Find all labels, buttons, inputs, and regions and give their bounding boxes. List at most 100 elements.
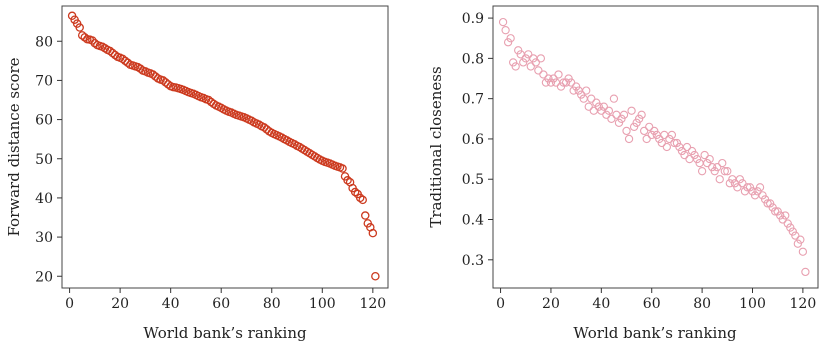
left-data-point [88,36,97,45]
right-data-point [592,98,601,107]
right-data-point [715,175,724,184]
right-data-point [748,187,757,196]
right-data-point [514,46,523,55]
right-data-point [798,247,808,256]
right-data-point [589,106,598,115]
right-data-point [617,114,626,123]
right-y-tick-label: 0.3 [462,253,484,269]
right-data-point [645,122,654,132]
right-data-point [609,94,619,103]
right-data-point [612,110,621,119]
right-data-point [498,17,508,27]
right-y-tick-label: 0.7 [462,92,484,108]
left-x-tick-label: 60 [212,296,230,312]
right-data-point [720,167,729,176]
right-data-point [539,70,548,79]
right-data-point [524,50,533,59]
right-data-point [624,134,634,144]
right-data-point [587,94,596,103]
right-data-point [506,34,515,43]
right-data-point [788,227,797,236]
right-x-tick-label: 40 [592,296,610,312]
right-data-point [733,183,742,192]
right-data-point [760,195,770,204]
right-data-point [650,126,659,136]
left-y-tick-label: 70 [35,73,53,89]
right-x-tick-label: 80 [693,296,711,312]
right-data-point [763,199,772,208]
right-x-tick-label: 20 [542,296,560,312]
left-x-tick-label: 20 [111,296,129,312]
right-data-point [604,106,614,115]
right-data-point [710,167,719,176]
right-data-point [735,175,745,184]
right-data-point [556,82,566,91]
right-data-point [501,26,510,35]
right-data-point [705,154,714,164]
left-y-tick-label: 30 [35,230,53,246]
right-data-point [801,267,810,277]
left-points [67,11,380,281]
right-data-point [682,142,692,152]
right-data-point [647,130,656,140]
right-data-point [582,86,591,95]
right-y-tick-label: 0.9 [462,11,484,27]
right-data-point [660,130,669,140]
right-data-point [569,86,578,95]
left-y-tick-label: 50 [35,152,53,168]
left-x-axis-label: World bank’s ranking [143,324,307,342]
right-data-point [544,74,553,83]
right-data-point [577,90,586,99]
left-x-tick-label: 0 [65,296,74,312]
right-data-point [541,78,551,87]
right-data-point [519,58,528,67]
right-data-point [773,207,782,216]
left-data-point [358,195,367,205]
right-data-point [680,150,689,160]
right-x-ticks: 0 20 40 60 80 100 120 [496,288,816,312]
right-data-point [503,38,513,47]
right-data-point [745,183,755,192]
left-data-point [343,176,352,185]
right-data-point [546,78,556,87]
left-x-ticks: 0 20 40 60 80 100 120 [65,288,386,312]
right-data-point [743,183,752,192]
right-data-point [602,110,611,119]
right-data-point [670,138,679,148]
right-data-point [554,70,563,79]
right-data-point [765,199,775,208]
right-data-point [657,138,666,148]
right-data-point [614,118,624,127]
right-data-point [708,162,717,172]
left-x-tick-label: 40 [162,296,180,312]
right-data-point [526,62,535,71]
right-data-point [640,126,649,136]
right-data-point [768,203,777,212]
left-data-point [355,193,365,203]
left-x-tick-label: 100 [309,296,336,312]
left-data-point [338,164,347,173]
right-data-point [672,138,682,148]
left-x-tick-label: 120 [359,296,386,312]
right-data-point [564,74,573,83]
right-data-point [697,167,707,176]
right-data-point [534,66,543,75]
right-data-point [667,130,677,140]
right-data-point [776,211,785,220]
right-data-point [738,179,747,188]
left-data-point [361,211,370,220]
left-data-point [75,23,84,32]
right-data-point [571,82,581,91]
right-data-point [677,146,687,156]
right-data-point [781,211,790,220]
right-data-point [642,134,651,144]
right-data-point [713,162,722,172]
right-y-tick-label: 0.4 [462,213,484,229]
right-x-tick-label: 120 [790,296,817,312]
right-y-tick-label: 0.8 [462,51,484,67]
right-data-point [718,158,727,168]
left-y-tick-label: 40 [35,191,53,207]
right-data-point [783,219,792,228]
right-data-point [655,134,664,144]
